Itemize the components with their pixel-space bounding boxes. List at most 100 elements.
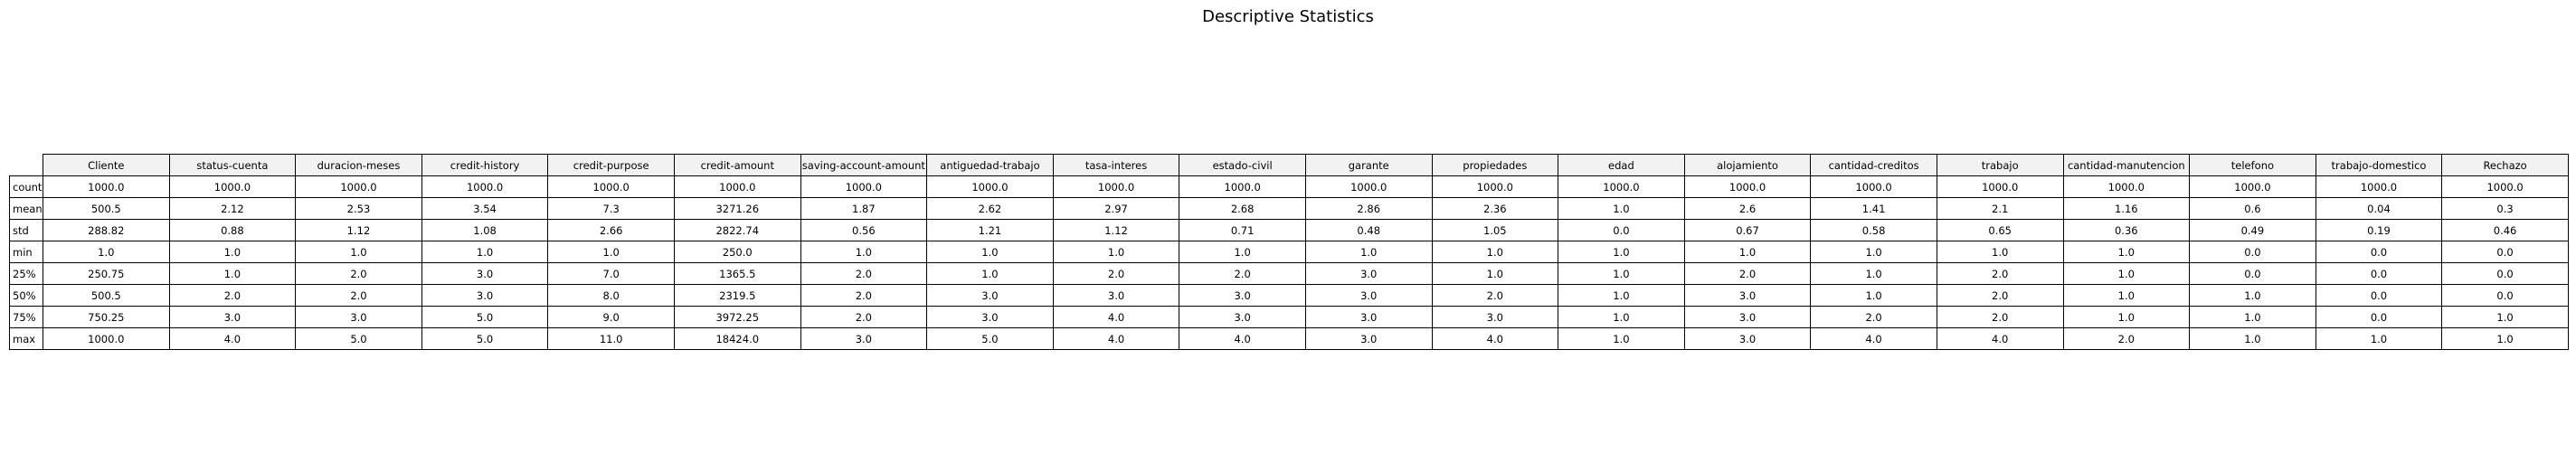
column-header: credit-amount [673,154,801,176]
table-cell: 3.0 [1304,284,1433,307]
table-cell: 1000.0 [295,175,422,198]
column-header: trabajo-domestico [2315,154,2443,176]
table-cell: 2.0 [295,284,422,307]
table-cell: 1.0 [926,241,1054,263]
table-cell: 0.58 [1810,219,1937,241]
table-cell: 1.0 [1558,284,1685,307]
table-row: min 1.0 1.0 1.0 1.0 1.0 250.0 1.0 1.0 1.0 1.0 1.0 1.… [9,241,2569,263]
table-cell: 0.0 [2315,241,2443,263]
table-cell: 0.0 [2315,284,2443,307]
column-header: credit-purpose [547,154,675,176]
table-cell: 2.1 [1936,197,2064,220]
table-cell: 9.0 [547,306,675,328]
table-cell: 1.08 [421,219,549,241]
table-cell: 0.56 [800,219,928,241]
table-cell: 1000.0 [1683,175,1812,198]
table-cell: 3972.25 [673,306,801,328]
table-cell: 1.0 [1558,197,1685,220]
table-cell: 3.0 [421,262,549,285]
table-cell: 1000.0 [1179,175,1306,198]
table-cell: 18424.0 [673,327,801,350]
table-cell: 1.21 [926,219,1054,241]
row-header: std [9,219,43,241]
table-cell: 1.0 [2441,306,2569,328]
table-cell: 2.0 [800,262,928,285]
table-cell: 1.0 [1558,241,1685,263]
table-cell: 1.0 [2189,284,2316,307]
table-cell: 3.0 [1304,306,1433,328]
table-cell: 0.88 [168,219,297,241]
table-header-row: Cliente status-cuenta duracion-meses credit… [10,154,2569,176]
table-cell: 1000.0 [1810,175,1937,198]
table-cell: 1000.0 [547,175,675,198]
table-cell: 1.0 [1558,327,1685,350]
column-header: saving-account-amount [800,154,928,176]
table-row: count 1000.0 1000.0 1000.0 1000.0 1000.0 1000.… [9,175,2569,198]
table-cell: 1.12 [1052,219,1180,241]
table-cell: 3.0 [926,284,1054,307]
table-cell: 0.36 [2062,219,2191,241]
column-header: estado-civil [1179,154,1306,176]
table-cell: 0.0 [2315,262,2443,285]
row-header: mean [9,197,43,220]
table-cell: 0.46 [2441,219,2569,241]
table-cell: 1000.0 [43,327,170,350]
table-cell: 1.0 [1810,284,1937,307]
table-cell: 1000.0 [2189,175,2316,198]
table-cell: 1.41 [1810,197,1937,220]
table-cell: 1.0 [2062,262,2191,285]
table-cell: 7.0 [547,262,675,285]
row-header: 25% [9,262,43,285]
table-cell: 1.0 [1810,241,1937,263]
table-cell: 3.0 [926,306,1054,328]
table-cell: 2.6 [1683,197,1812,220]
table-cell: 2.12 [168,197,297,220]
table-cell: 750.25 [43,306,170,328]
table-cell: 1.0 [926,262,1054,285]
table-cell: 11.0 [547,327,675,350]
table-cell: 1.0 [168,262,297,285]
table-row: mean 500.5 2.12 2.53 3.54 7.3 3271.26 1.87 2.62 2… [9,197,2569,220]
table-cell: 500.5 [43,284,170,307]
table-cell: 1.0 [1304,241,1433,263]
table-cell: 1.0 [1431,262,1559,285]
table-cell: 0.0 [2189,262,2316,285]
table-cell: 4.0 [1431,327,1559,350]
table-cell: 3.0 [1179,284,1306,307]
table-cell: 2.36 [1431,197,1559,220]
column-header: status-cuenta [168,154,297,176]
table-cell: 5.0 [421,306,549,328]
column-header: garante [1304,154,1433,176]
table-cell: 250.0 [673,241,801,263]
table-cell: 3.0 [1683,306,1812,328]
table-row: max 1000.0 4.0 5.0 5.0 11.0 18424.0 3.0 5.0 4.0 4.… [9,327,2569,350]
column-header: tasa-interes [1052,154,1180,176]
table-cell: 1.0 [1052,241,1180,263]
table-cell: 1000.0 [1936,175,2064,198]
table-cell: 0.04 [2315,197,2443,220]
column-header: cantidad-manutencion [2062,154,2191,176]
table-cell: 1.87 [800,197,928,220]
table-cell: 250.75 [43,262,170,285]
table-cell: 1000.0 [2315,175,2443,198]
table-cell: 1000.0 [1052,175,1180,198]
table-cell: 3.0 [421,284,549,307]
table-cell: 0.19 [2315,219,2443,241]
table-cell: 1000.0 [1304,175,1433,198]
table-cell: 2.53 [295,197,422,220]
table-cell: 2.68 [1179,197,1306,220]
table-cell: 2.0 [1052,262,1180,285]
table-cell: 3.0 [1179,306,1306,328]
table-cell: 1.0 [421,241,549,263]
table-cell: 2.97 [1052,197,1180,220]
table-cell: 3.0 [1683,327,1812,350]
table-cell: 4.0 [1052,306,1180,328]
row-header: max [9,327,43,350]
table-cell: 3.0 [168,306,297,328]
table-cell: 1.0 [2441,327,2569,350]
column-header: Cliente [43,154,170,176]
table-cell: 1000.0 [926,175,1054,198]
column-header: alojamiento [1683,154,1812,176]
table-cell: 0.67 [1683,219,1812,241]
column-header: telefono [2189,154,2316,176]
